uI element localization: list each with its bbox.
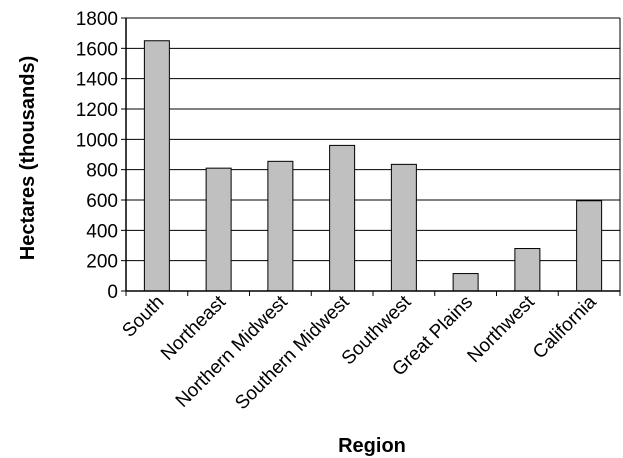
y-axis-title: Hectares (thousands)	[17, 56, 39, 261]
y-tick-label: 200	[86, 252, 118, 273]
bars	[143, 40, 603, 292]
x-tick-label: California	[529, 291, 601, 363]
x-tick-label: Northwest	[464, 291, 540, 367]
y-tick-labels: 0 200 400 600 800 1000 1200 1400 1600 1800	[76, 9, 118, 303]
y-tick-label: 0	[107, 282, 118, 303]
bar-southwest	[390, 163, 417, 292]
x-tick-label: South	[118, 292, 168, 342]
axes	[121, 17, 621, 296]
bar-northeast	[205, 167, 232, 292]
bar-south	[143, 40, 170, 292]
bar-southern-midwest	[329, 144, 356, 292]
y-tick-label: 800	[86, 161, 118, 182]
bar-california	[576, 200, 603, 292]
y-tick-label: 1000	[76, 130, 118, 151]
y-tick-label: 1400	[76, 70, 118, 91]
y-tick-label: 1600	[76, 39, 118, 60]
bar-great-plains	[452, 273, 479, 292]
y-tick-label: 600	[86, 191, 118, 212]
x-tick-label: Southern Midwest	[231, 291, 354, 414]
x-tick-label: Northern Midwest	[172, 291, 293, 412]
x-axis-title: Region	[338, 435, 406, 457]
y-tick-label: 1800	[76, 9, 118, 30]
bar-northwest	[514, 248, 541, 292]
bar-northern-midwest	[267, 160, 294, 292]
y-tick-label: 400	[86, 221, 118, 242]
y-tick-label: 1200	[76, 100, 118, 121]
gridlines	[126, 17, 620, 262]
